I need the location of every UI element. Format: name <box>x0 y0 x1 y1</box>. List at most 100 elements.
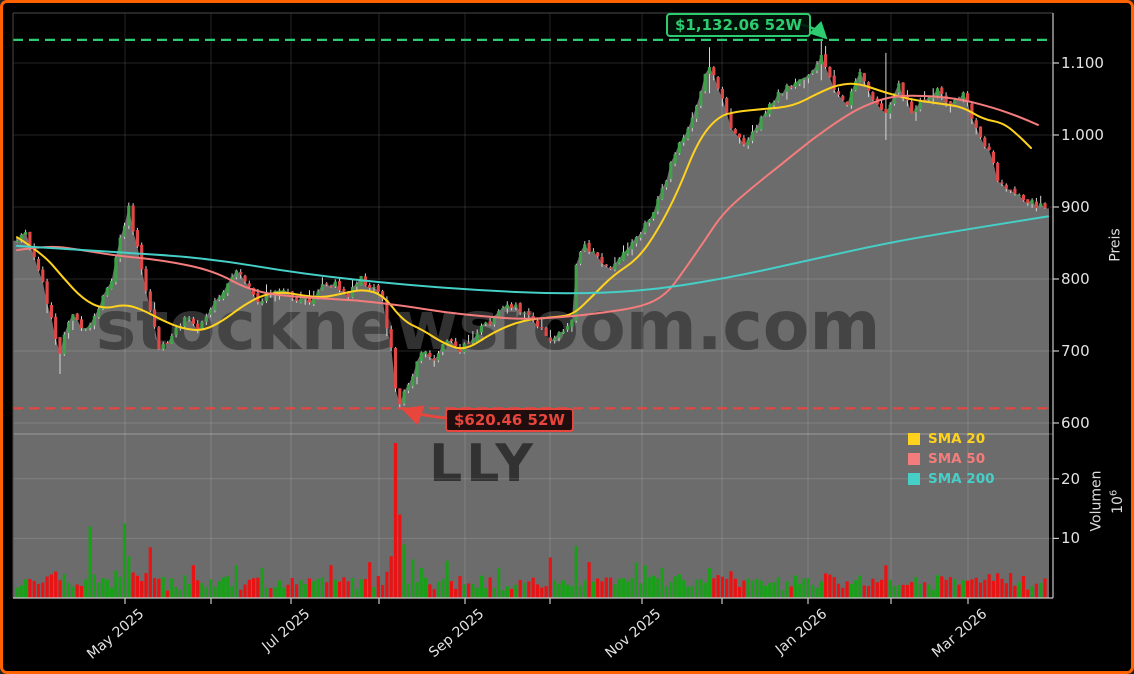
candle-body <box>342 288 346 292</box>
volume-bar <box>888 579 892 598</box>
candle-body <box>630 242 634 250</box>
price-tick-label: 800 <box>1061 270 1090 288</box>
volume-bar <box>355 588 359 598</box>
price-tick-label: 700 <box>1061 342 1090 360</box>
candle-body <box>282 290 286 292</box>
low-52w-label: $620.46 52W <box>445 408 574 432</box>
volume-bar <box>669 581 673 598</box>
candle-body <box>1039 203 1043 207</box>
candle-body <box>432 358 436 361</box>
volume-bar <box>583 580 587 598</box>
candle-body <box>570 319 574 327</box>
legend-item-sma20: SMA 20 <box>908 431 995 447</box>
candle-body <box>329 285 333 288</box>
volume-bar <box>45 576 49 598</box>
candle-body <box>522 312 527 314</box>
volume-bar <box>720 576 724 598</box>
candle-body <box>406 384 410 391</box>
volume-bar <box>832 577 836 598</box>
candle-body <box>944 95 948 103</box>
volume-bar <box>71 586 75 598</box>
candle-body <box>609 267 613 270</box>
candle-body <box>247 283 251 287</box>
candle-body <box>776 92 780 102</box>
volume-bar <box>110 587 114 598</box>
candle-body <box>923 99 927 101</box>
volume-bar <box>587 562 591 598</box>
candle-body <box>755 127 759 132</box>
volume-bar <box>1030 586 1034 598</box>
candle-body <box>587 242 591 252</box>
candle-body <box>372 287 376 289</box>
volume-bar <box>428 584 432 598</box>
volume-bar <box>566 584 570 598</box>
candle-body <box>49 305 53 318</box>
candle-body <box>381 291 385 300</box>
volume-bar <box>931 589 935 598</box>
volume-tick-label: 10 <box>1061 529 1081 547</box>
candle-body <box>488 321 492 325</box>
candle-body <box>849 91 853 106</box>
candle-body <box>888 104 892 114</box>
candle-body <box>157 327 161 350</box>
volume-bar <box>41 582 45 598</box>
candle-body <box>492 316 496 325</box>
candle-body <box>626 249 630 254</box>
candle-body <box>97 308 101 318</box>
volume-bar <box>733 578 737 598</box>
volume-bar <box>312 581 316 598</box>
volume-bar <box>716 575 720 598</box>
candle-body <box>28 231 32 246</box>
volume-bar <box>415 582 419 598</box>
volume-bar <box>303 584 307 598</box>
volume-bar <box>350 577 355 598</box>
volume-bar <box>970 579 974 598</box>
candle-body <box>819 55 823 65</box>
volume-bar <box>789 586 793 598</box>
candle-body <box>996 163 1000 182</box>
candle-body <box>828 67 832 78</box>
candle-body <box>277 290 281 292</box>
price-area-fill <box>13 55 1049 599</box>
volume-bar <box>286 584 290 598</box>
candle-body <box>58 337 62 354</box>
price-volume-chart[interactable]: stocknewsroom.com LLY <box>3 3 1134 674</box>
candle-body <box>802 78 806 80</box>
volume-bar <box>750 580 755 598</box>
candle-body <box>454 341 458 347</box>
volume-bar <box>867 586 871 598</box>
candle-body <box>316 291 320 297</box>
volume-bar <box>501 590 505 598</box>
price-tick-label: 1.000 <box>1061 126 1104 144</box>
volume-bar <box>299 580 303 598</box>
candle-body <box>789 86 793 88</box>
candle-body <box>836 91 841 95</box>
volume-bar <box>738 586 742 598</box>
candle-body <box>707 67 712 74</box>
candle-body <box>738 133 742 138</box>
volume-bar <box>561 580 565 598</box>
candle-body <box>553 337 557 341</box>
candle-body <box>41 269 45 282</box>
volume-bar <box>759 580 763 598</box>
volume-bar <box>488 577 492 598</box>
volume-bar <box>161 577 165 598</box>
candle-body <box>67 322 71 333</box>
candle-body <box>471 339 475 344</box>
candle-body <box>600 256 604 264</box>
candle-body <box>441 344 445 352</box>
volume-bar <box>32 581 36 598</box>
volume-bar <box>342 577 346 598</box>
volume-bar <box>836 583 841 598</box>
volume-bar <box>781 590 785 598</box>
volume-bar <box>518 580 522 598</box>
volume-bar <box>436 581 441 598</box>
legend-swatch <box>908 473 920 485</box>
candle-body <box>699 91 703 106</box>
volume-bar <box>544 586 548 598</box>
volume-bar <box>36 583 41 598</box>
volume-bar <box>553 580 557 598</box>
candle-body <box>591 251 595 253</box>
volume-bar <box>957 584 961 598</box>
volume-bar <box>54 571 58 598</box>
